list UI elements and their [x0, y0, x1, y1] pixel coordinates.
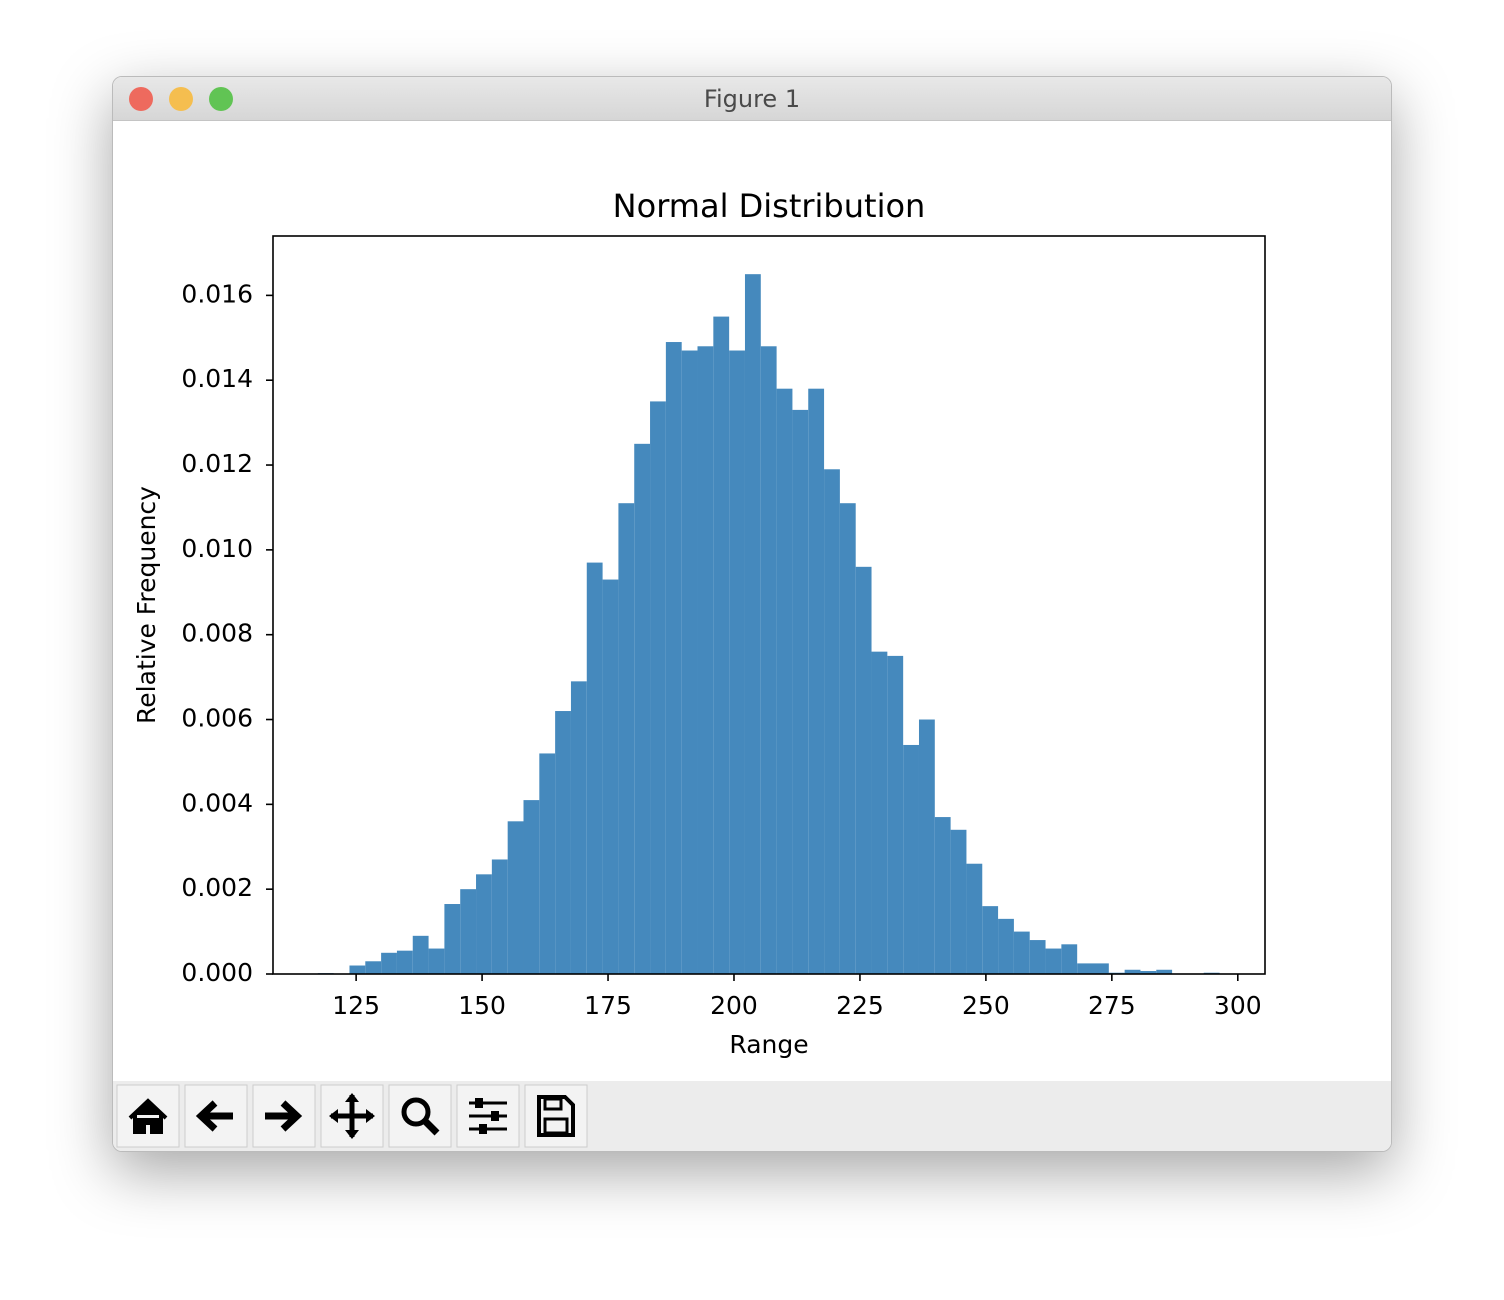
save-button[interactable] [524, 1084, 588, 1148]
chart-title: Normal Distribution [613, 187, 926, 225]
bar [365, 961, 382, 974]
window-title: Figure 1 [703, 85, 801, 113]
title-bar: Figure 1 [113, 77, 1391, 121]
y-tick-label: 0.008 [181, 619, 253, 648]
bar [1156, 969, 1173, 974]
toolbar-icons [116, 1084, 588, 1148]
bar [871, 651, 888, 974]
bar [681, 350, 698, 975]
back-button[interactable] [184, 1084, 248, 1148]
bar [460, 889, 477, 974]
bar [523, 800, 540, 974]
bar [1124, 969, 1141, 974]
toolbar [113, 1081, 1391, 1151]
x-tick-label: 200 [710, 991, 758, 1020]
bar [729, 350, 745, 975]
bar [570, 681, 587, 974]
y-axis-label: Relative Frequency [132, 486, 161, 724]
bar [713, 316, 730, 975]
bar [934, 817, 951, 974]
bar [1140, 971, 1157, 974]
window: Figure 1 Normal Distribution Range Relat… [112, 76, 1392, 1152]
bar [539, 753, 556, 974]
bar [1092, 963, 1109, 974]
y-tick-label: 0.010 [181, 534, 253, 563]
y-tick-label: 0.004 [181, 788, 253, 817]
zoom-tool-button[interactable] [388, 1084, 452, 1148]
y-tick-label: 0.002 [181, 873, 253, 902]
bar [776, 388, 793, 974]
bar [824, 469, 840, 974]
plot-frame [272, 235, 1266, 975]
x-tick-label: 250 [962, 991, 1010, 1020]
bar [618, 503, 635, 974]
configure-button[interactable] [456, 1084, 520, 1148]
x-axis-label: Range [729, 1030, 808, 1059]
bar [903, 744, 919, 974]
y-tick-label: 0.016 [181, 279, 253, 308]
bar [507, 821, 524, 974]
x-tick-label: 125 [332, 991, 380, 1020]
bar [697, 346, 714, 974]
bar [1045, 948, 1062, 974]
bar [1029, 940, 1046, 974]
bar [555, 711, 571, 974]
bar [396, 950, 413, 974]
y-tick-label: 0.014 [181, 364, 253, 393]
forward-button[interactable] [252, 1084, 316, 1148]
bar [855, 566, 872, 974]
bar [1061, 944, 1078, 974]
minimize-button[interactable] [169, 87, 193, 111]
bar [428, 948, 445, 974]
bar [950, 829, 967, 974]
bar [491, 859, 508, 974]
bar [918, 719, 935, 974]
bar [444, 904, 461, 974]
bar [887, 655, 904, 974]
bar [650, 401, 666, 974]
x-tick-label: 175 [584, 991, 632, 1020]
x-tick-label: 275 [1088, 991, 1136, 1020]
bar [982, 906, 999, 974]
bar [808, 388, 825, 974]
bar [998, 918, 1014, 974]
bar [966, 863, 983, 974]
bar [839, 503, 856, 974]
bar [349, 965, 366, 974]
x-tick-label: 300 [1214, 991, 1262, 1020]
bar [792, 409, 809, 974]
chart: Normal Distribution Range Relative Frequ… [132, 187, 1266, 1059]
y-tick-label: 0.006 [181, 704, 253, 733]
zoom-button[interactable] [209, 87, 233, 111]
bar [412, 935, 429, 974]
bar [634, 443, 651, 974]
bar [476, 874, 492, 974]
close-button[interactable] [129, 87, 153, 111]
bar [760, 346, 777, 974]
y-tick-label: 0.000 [181, 958, 253, 987]
pan-button[interactable] [320, 1084, 384, 1148]
bar [665, 342, 682, 974]
y-tick-label: 0.012 [181, 449, 253, 478]
bar [744, 274, 761, 974]
bar [1013, 931, 1030, 974]
bar [1077, 963, 1093, 974]
home-button[interactable] [116, 1084, 180, 1148]
bar [602, 579, 619, 974]
bar [586, 562, 603, 974]
x-tick-label: 150 [458, 991, 506, 1020]
bar [381, 952, 397, 974]
x-tick-label: 225 [836, 991, 884, 1020]
